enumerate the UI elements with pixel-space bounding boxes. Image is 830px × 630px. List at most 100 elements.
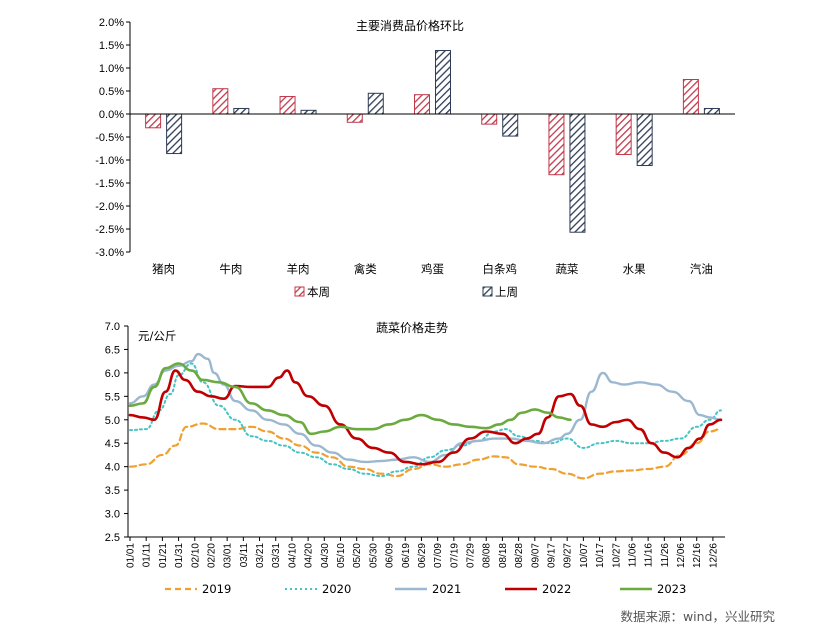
bar-mark: [703, 107, 720, 115]
bar-y-tick-label: -2.0%: [95, 201, 124, 213]
line-x-tick-label: 08/08: [482, 543, 493, 568]
line-y-tick-label: 5.5: [105, 391, 120, 403]
bar-mark: [615, 113, 632, 155]
bar-mark: [166, 113, 183, 155]
line-x-tick-label: 01/01: [126, 543, 137, 568]
legend-label-last-week: 上周: [495, 285, 518, 299]
bar-y-tick-label: -2.5%: [95, 224, 124, 236]
bar-mark: [414, 94, 430, 115]
bar-mark: [502, 113, 519, 137]
bar-y-tick-label: -3.0%: [95, 247, 124, 259]
line-y-tick-label: 4.5: [105, 438, 120, 450]
line-y-tick-label: 3.5: [105, 485, 120, 497]
line-x-tick-label: 01/31: [174, 543, 185, 568]
line-x-tick-label: 05/20: [352, 543, 363, 568]
bar-category-label: 白条鸡: [482, 262, 517, 276]
bar-y-tick-label: 1.5%: [99, 40, 124, 52]
line-x-tick-label: 10/27: [611, 543, 622, 568]
line-x-tick-label: 11/06: [627, 543, 638, 568]
bar-y-axis-ticks: 2.0% 1.5% 1.0% 0.5% 0.0% -0.5% -1.0% -1.5% -2.0%…: [95, 17, 130, 259]
legend-label-2019: 2019: [202, 582, 231, 596]
legend-label-2023: 2023: [657, 582, 686, 596]
bar-y-tick-label: 2.0%: [99, 17, 124, 29]
bar-mark: [212, 88, 229, 115]
bar-mark: [481, 113, 498, 125]
line-y-tick-label: 6.5: [105, 344, 120, 356]
line-x-tick-label: 01/11: [142, 543, 153, 568]
line-series-group: [128, 352, 723, 480]
line-series-2021: [128, 352, 723, 464]
line-x-tick-label: 04/20: [304, 543, 315, 568]
line-y-tick-label: 7.0: [105, 321, 120, 333]
bar-y-tick-label: 0.0%: [99, 109, 124, 121]
bar-mark: [548, 113, 565, 176]
bar-mark: [300, 109, 317, 115]
line-y-tick-label: 6.0: [105, 368, 120, 380]
line-legend: 2019 2020 2021 2022 2023: [165, 582, 686, 596]
line-series-2023: [128, 362, 572, 436]
bar-category-label: 蔬菜: [555, 262, 578, 276]
line-x-axis-ticks: 01/01 01/11 01/21 01/31 02/10 02/20 03/01 03/11…: [126, 537, 719, 568]
bar-mark: [279, 96, 296, 115]
line-x-tick-label: 03/01: [223, 543, 234, 568]
bar-y-tick-label: -1.0%: [95, 155, 124, 167]
bar-category-label: 猪肉: [152, 262, 175, 276]
line-x-tick-label: 02/20: [206, 543, 217, 568]
line-x-tick-label: 12/06: [676, 543, 687, 568]
line-x-tick-label: 10/07: [579, 543, 590, 568]
bar-legend: 本周 上周: [294, 285, 518, 299]
bar-y-tick-label: 0.5%: [99, 86, 124, 98]
line-x-tick-label: 04/10: [287, 543, 298, 568]
line-y-axis-label: 元/公斤: [138, 329, 176, 343]
line-y-tick-label: 4.0: [105, 462, 120, 474]
line-x-tick-label: 11/16: [644, 543, 655, 568]
bar-mark: [367, 92, 384, 115]
line-x-tick-label: 07/09: [433, 543, 444, 568]
line-x-tick-label: 06/29: [417, 543, 428, 568]
line-x-tick-label: 05/10: [336, 543, 347, 568]
line-x-tick-label: 11/26: [660, 543, 671, 568]
bar-chart-title: 主要消费品价格环比: [356, 18, 464, 33]
source-note: 数据来源：wind，兴业研究: [620, 609, 775, 624]
line-series-2020: [129, 362, 722, 478]
line-x-tick-label: 03/11: [239, 543, 250, 568]
line-series-2022: [128, 369, 723, 466]
bar-mark: [346, 113, 363, 123]
bar-category-label: 鸡蛋: [421, 262, 444, 276]
bar-y-tick-label: -0.5%: [95, 132, 124, 144]
bar-y-tick-label: 1.0%: [99, 63, 124, 75]
line-x-tick-label: 03/31: [271, 543, 282, 568]
line-x-tick-label: 06/19: [401, 543, 412, 568]
bar-mark: [435, 50, 451, 115]
legend-label-this-week: 本周: [307, 285, 330, 299]
line-x-tick-label: 12/26: [708, 543, 719, 568]
bar-marks: [145, 50, 720, 233]
line-x-tick-label: 06/09: [385, 543, 396, 568]
legend-swatch-this-week: [294, 286, 305, 297]
bar-category-label: 禽类: [354, 262, 377, 276]
line-x-tick-label: 08/18: [498, 543, 509, 568]
legend-label-2020: 2020: [322, 582, 351, 596]
line-chart-title: 蔬菜价格走势: [376, 320, 448, 335]
line-y-tick-label: 5.0: [105, 415, 120, 427]
line-x-tick-label: 03/21: [255, 543, 266, 568]
line-x-tick-label: 09/07: [530, 543, 541, 568]
line-x-tick-label: 12/16: [692, 543, 703, 568]
line-x-tick-label: 09/17: [546, 543, 557, 568]
line-x-tick-label: 01/21: [158, 543, 169, 568]
bar-y-tick-label: -1.5%: [95, 178, 124, 190]
legend-label-2021: 2021: [432, 582, 461, 596]
line-x-tick-label: 02/10: [190, 543, 201, 568]
bar-category-label: 羊肉: [287, 262, 310, 276]
line-x-tick-label: 04/30: [320, 543, 331, 568]
line-x-tick-label: 10/17: [595, 543, 606, 568]
line-y-tick-label: 3.0: [105, 509, 120, 521]
bar-category-labels: 猪肉 牛肉 羊肉 禽类 鸡蛋 白条鸡 蔬菜 水果 汽油: [152, 262, 713, 276]
line-x-tick-label: 05/30: [368, 543, 379, 568]
line-x-tick-label: 07/19: [449, 543, 460, 568]
bar-mark: [569, 113, 586, 233]
line-x-tick-label: 08/28: [514, 543, 525, 568]
bar-category-label: 牛肉: [219, 262, 242, 276]
legend-swatch-last-week: [482, 286, 493, 297]
